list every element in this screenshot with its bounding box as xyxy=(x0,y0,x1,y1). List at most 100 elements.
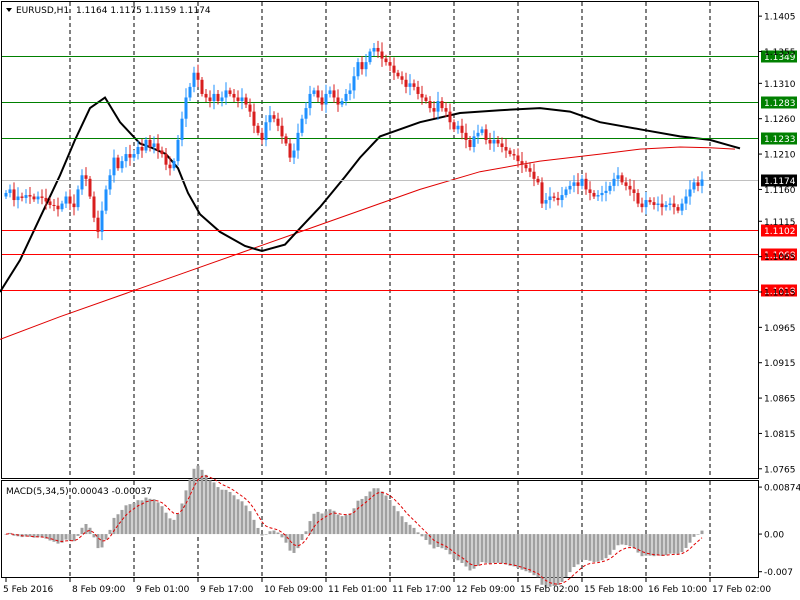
candle-body xyxy=(256,125,260,133)
macd-bar xyxy=(56,534,60,544)
candle-body xyxy=(16,196,20,201)
price-tick-label: 1.1015 xyxy=(764,288,796,298)
candle-body xyxy=(328,90,332,94)
candle-body xyxy=(260,132,264,140)
macd-bar xyxy=(232,495,236,535)
macd-bar xyxy=(216,487,220,535)
level-label-3: 1.1102 xyxy=(764,227,796,237)
candle-body xyxy=(76,189,80,208)
macd-bar xyxy=(588,534,592,561)
candle-body xyxy=(148,139,152,147)
macd-bar xyxy=(612,534,616,550)
candle-body xyxy=(84,175,88,179)
candle-body xyxy=(428,101,432,109)
candle-body xyxy=(112,157,116,176)
candle-body xyxy=(432,108,436,112)
macd-bar xyxy=(620,534,624,545)
macd-bar xyxy=(168,518,172,535)
candle-body xyxy=(372,47,376,52)
macd-bar xyxy=(432,534,436,549)
macd-bar xyxy=(300,534,304,541)
candle-body xyxy=(220,97,224,102)
macd-bar xyxy=(440,534,444,549)
macd-bar xyxy=(296,534,300,549)
macd-bar xyxy=(460,534,464,563)
candle-body xyxy=(196,72,200,80)
candle-body xyxy=(688,189,692,197)
candle-body xyxy=(296,132,300,151)
time-tick-label: 11 Feb 01:00 xyxy=(328,585,387,595)
candle-body xyxy=(228,90,232,94)
macd-bar xyxy=(140,500,144,535)
macd-bar xyxy=(660,534,664,556)
candle-body xyxy=(448,111,452,123)
level-label-4: 1.1068 xyxy=(764,251,796,261)
dropdown-triangle-icon[interactable] xyxy=(6,8,12,12)
candle-body xyxy=(412,83,416,87)
macd-bar xyxy=(212,482,216,535)
candle-body xyxy=(624,182,628,186)
macd-bar xyxy=(88,527,92,535)
macd-bar xyxy=(228,491,232,535)
candle-body xyxy=(544,200,548,204)
candle-body xyxy=(320,97,324,105)
macd-bar xyxy=(644,534,648,556)
macd-bar xyxy=(596,534,600,562)
candle-body xyxy=(580,178,584,186)
macd-bar xyxy=(580,534,584,560)
candle-body xyxy=(192,72,196,87)
time-tick-label: 12 Feb 09:00 xyxy=(456,585,515,595)
candle-body xyxy=(604,190,608,193)
macd-bar xyxy=(368,491,372,535)
macd-histogram xyxy=(4,465,704,588)
time-tick-label: 5 Feb 2016 xyxy=(3,585,54,595)
candle-body xyxy=(284,136,288,144)
macd-bar xyxy=(592,534,596,562)
macd-bar xyxy=(372,488,376,535)
level-label-1: 1.1283 xyxy=(764,99,796,109)
macd-bar xyxy=(508,534,512,566)
candle-body xyxy=(272,115,276,119)
candle-body xyxy=(20,196,24,198)
price-tick-label: 1.1160 xyxy=(764,186,796,196)
vertical-grid xyxy=(69,2,711,577)
candle-body xyxy=(108,175,112,190)
macd-bar xyxy=(572,534,576,568)
candle-body xyxy=(24,195,28,198)
macd-bar xyxy=(136,500,140,535)
candle-body xyxy=(532,171,536,179)
candle-body xyxy=(400,76,404,80)
macd-bar xyxy=(484,534,488,563)
candle-body xyxy=(28,195,32,197)
candle-body xyxy=(248,104,252,112)
macd-bar xyxy=(80,527,84,535)
macd-bar xyxy=(220,489,224,535)
candle-body xyxy=(392,65,396,73)
macd-signal-line xyxy=(5,475,703,585)
candle-body xyxy=(616,175,620,179)
macd-bar xyxy=(108,529,112,535)
macd-bar xyxy=(200,469,204,535)
macd-bar xyxy=(436,534,440,548)
macd-bar xyxy=(288,534,292,551)
candle-body xyxy=(172,161,176,169)
macd-bar xyxy=(600,534,604,561)
macd-bar xyxy=(132,502,136,535)
macd-bar xyxy=(48,534,52,541)
candle-body xyxy=(540,182,544,204)
candle-body xyxy=(444,108,448,112)
macd-bar xyxy=(656,534,660,556)
macd-bar xyxy=(608,534,612,555)
candle-body xyxy=(536,178,540,183)
candle-body xyxy=(4,192,8,197)
candle-body xyxy=(408,83,412,87)
candle-body xyxy=(124,154,128,162)
candle-body xyxy=(204,93,208,98)
macd-bar xyxy=(68,534,72,540)
candle-body xyxy=(552,196,556,198)
macd-bar xyxy=(160,506,164,535)
candle-body xyxy=(560,195,564,201)
candle-body xyxy=(512,154,516,156)
candle-body xyxy=(132,154,136,158)
